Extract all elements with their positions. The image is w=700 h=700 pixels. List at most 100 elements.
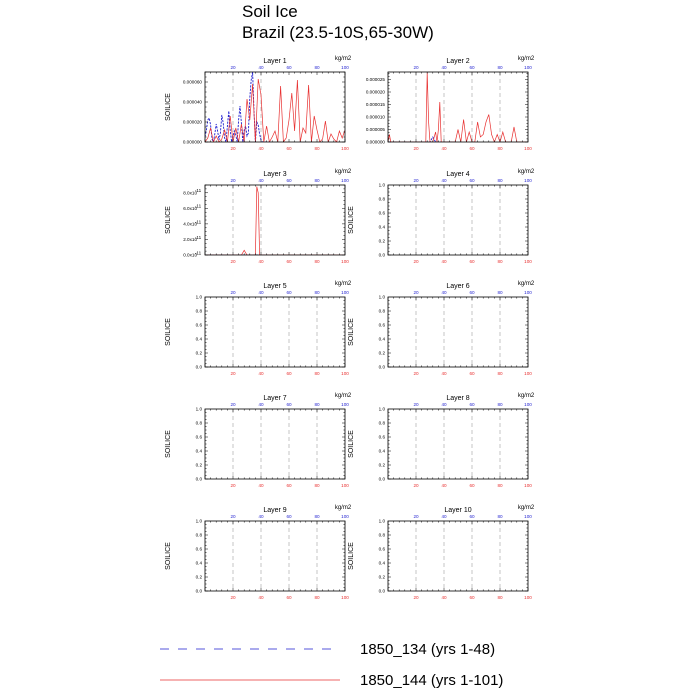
y-tick-label: 0.8 — [196, 309, 203, 314]
y-axis-label: SOILICE — [165, 318, 172, 346]
top-axis-unit: kg/m2 — [335, 505, 352, 511]
x-tick-label-bottom: 40 — [258, 259, 264, 264]
y-tick-label: 0.0 — [379, 477, 386, 482]
x-tick-label-top: 40 — [441, 402, 447, 407]
panel-title: Layer 10 — [444, 507, 471, 514]
x-tick-label-top: 80 — [314, 178, 320, 183]
panel-5: Layer 5 kg/m2 SOILICE 20 20 40 40 60 60 80 80 100 10… — [165, 281, 352, 376]
x-tick-label-bottom: 20 — [230, 259, 236, 264]
y-tick-label: 0.6 — [379, 547, 386, 552]
y-tick-label: 0.4 — [196, 449, 203, 454]
x-tick-label-top: 40 — [441, 514, 447, 519]
x-tick-label-bottom: 100 — [341, 259, 349, 264]
y-tick-label: 0.2 — [379, 463, 386, 468]
plot-frame — [204, 408, 346, 480]
y-tick-label: 0.8 — [196, 421, 203, 426]
x-tick-label-top: 100 — [341, 65, 349, 70]
x-tick-label-top: 40 — [258, 514, 264, 519]
x-tick-label-bottom: 20 — [413, 259, 419, 264]
series-1850-144-line — [205, 186, 345, 255]
x-tick-label-bottom: 100 — [341, 483, 349, 488]
y-tick-label: 8.0x10 — [183, 190, 197, 195]
top-axis-unit: kg/m2 — [335, 281, 352, 287]
x-tick-label-top: 40 — [441, 178, 447, 183]
y-tick-label: 0.8 — [379, 533, 386, 538]
panel-4: Layer 4 kg/m2 SOILICE 20 20 40 40 60 60 80 80 100 10… — [348, 169, 535, 264]
x-tick-label-bottom: 60 — [469, 483, 475, 488]
panel-title: Layer 5 — [263, 283, 286, 290]
y-tick-label: 0.2 — [379, 351, 386, 356]
plot-frame — [387, 408, 529, 480]
x-tick-label-top: 100 — [524, 402, 532, 407]
x-tick-label-bottom: 40 — [258, 483, 264, 488]
y-tick-label: 0.0 — [379, 365, 386, 370]
x-tick-label-bottom: 100 — [524, 483, 532, 488]
x-tick-label-bottom: 60 — [286, 371, 292, 376]
y-tick-exponent: -11 — [195, 250, 202, 255]
y-tick-label: 0.6 — [196, 435, 203, 440]
x-tick-label-top: 80 — [497, 514, 503, 519]
x-tick-label-bottom: 100 — [341, 595, 349, 600]
x-tick-label-bottom: 100 — [341, 146, 349, 151]
x-tick-label-top: 20 — [413, 402, 419, 407]
panel-3: Layer 3 kg/m2 SOILICE 20 20 40 40 60 60 80 80 100 10… — [165, 169, 352, 264]
y-tick-label: 0.000020 — [366, 90, 386, 95]
x-tick-label-top: 100 — [341, 402, 349, 407]
y-tick-label: 0.0 — [196, 589, 203, 594]
x-tick-label-bottom: 60 — [469, 595, 475, 600]
plot-frame — [387, 520, 529, 592]
x-tick-label-bottom: 40 — [441, 483, 447, 488]
x-tick-label-bottom: 40 — [441, 146, 447, 151]
y-tick-exponent: -11 — [195, 188, 202, 193]
x-tick-label-top: 20 — [230, 402, 236, 407]
y-tick-label: 0.000010 — [366, 115, 386, 120]
y-tick-label: 0.6 — [196, 323, 203, 328]
y-tick-label: 0.0x10 — [183, 253, 197, 258]
y-axis-label: SOILICE — [348, 206, 355, 234]
x-tick-label-bottom: 60 — [286, 483, 292, 488]
x-tick-label-top: 60 — [469, 65, 475, 70]
x-tick-label-top: 20 — [413, 290, 419, 295]
x-tick-label-top: 20 — [230, 178, 236, 183]
panel-title: Layer 9 — [263, 507, 286, 514]
x-tick-label-top: 60 — [469, 290, 475, 295]
y-tick-label: 0.2 — [196, 575, 203, 580]
x-tick-label-top: 60 — [286, 290, 292, 295]
plot-frame — [387, 184, 529, 256]
x-tick-label-top: 60 — [286, 178, 292, 183]
x-tick-label-bottom: 60 — [286, 146, 292, 151]
x-tick-label-bottom: 40 — [441, 595, 447, 600]
y-tick-label: 1.0 — [379, 295, 386, 300]
y-tick-label: 0.2 — [379, 575, 386, 580]
legend: 1850_134 (yrs 1-48) 1850_144 (yrs 1-101) — [160, 641, 503, 689]
y-tick-label: 0.000000 — [183, 140, 203, 145]
panel-2: Layer 2 kg/m2 20 20 40 40 60 60 80 80 100 100 0.0000… — [366, 56, 535, 151]
y-tick-exponent: -11 — [195, 204, 202, 209]
x-tick-label-top: 20 — [230, 514, 236, 519]
x-tick-label-top: 80 — [497, 402, 503, 407]
y-axis-label: SOILICE — [165, 206, 172, 234]
y-tick-label: 0.6 — [196, 547, 203, 552]
series-1850-134-line — [388, 136, 454, 142]
panel-title: Layer 1 — [263, 58, 286, 65]
y-tick-label: 0.2 — [379, 239, 386, 244]
y-tick-label: 1.0 — [379, 519, 386, 524]
x-tick-label-top: 100 — [524, 290, 532, 295]
y-tick-label: 0.4 — [379, 561, 386, 566]
x-tick-label-top: 80 — [497, 290, 503, 295]
x-tick-label-top: 20 — [413, 178, 419, 183]
x-tick-label-bottom: 80 — [497, 371, 503, 376]
y-tick-label: 1.0 — [196, 519, 203, 524]
x-tick-label-top: 40 — [258, 65, 264, 70]
y-tick-label: 0.0 — [379, 589, 386, 594]
x-tick-label-top: 20 — [413, 65, 419, 70]
x-tick-label-bottom: 80 — [314, 146, 320, 151]
y-axis-label: SOILICE — [348, 542, 355, 570]
panel-1: Layer 1 kg/m2 SOILICE 20 20 40 40 60 60 80 80 100 10… — [165, 56, 352, 151]
x-tick-label-top: 80 — [497, 178, 503, 183]
panel-title: Layer 8 — [446, 395, 469, 402]
panel-title: Layer 4 — [446, 171, 469, 178]
plot-frame — [387, 71, 529, 143]
x-tick-label-top: 100 — [524, 65, 532, 70]
x-tick-label-top: 80 — [497, 65, 503, 70]
